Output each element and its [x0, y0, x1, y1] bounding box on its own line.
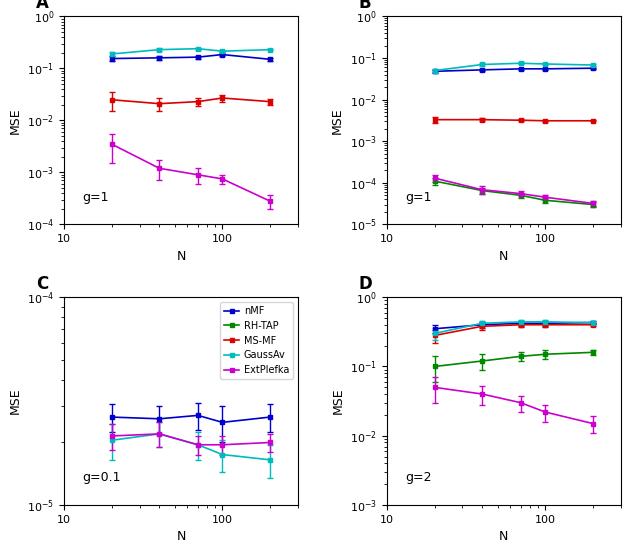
Y-axis label: MSE: MSE [8, 107, 21, 134]
Text: g=1: g=1 [406, 191, 432, 204]
Y-axis label: MSE: MSE [332, 388, 344, 414]
Text: B: B [359, 0, 371, 12]
Text: C: C [36, 275, 48, 293]
Y-axis label: MSE: MSE [332, 107, 344, 134]
X-axis label: N: N [176, 530, 186, 544]
Text: g=2: g=2 [406, 471, 432, 484]
X-axis label: N: N [176, 250, 186, 262]
X-axis label: N: N [499, 250, 509, 262]
Text: g=1: g=1 [83, 191, 109, 204]
Legend: nMF, RH-TAP, MS-MF, GaussAv, ExtPlefka: nMF, RH-TAP, MS-MF, GaussAv, ExtPlefka [221, 302, 293, 379]
Text: g=0.1: g=0.1 [83, 471, 121, 484]
Y-axis label: MSE: MSE [8, 388, 21, 414]
Text: D: D [359, 275, 372, 293]
Text: A: A [36, 0, 49, 12]
X-axis label: N: N [499, 530, 509, 544]
